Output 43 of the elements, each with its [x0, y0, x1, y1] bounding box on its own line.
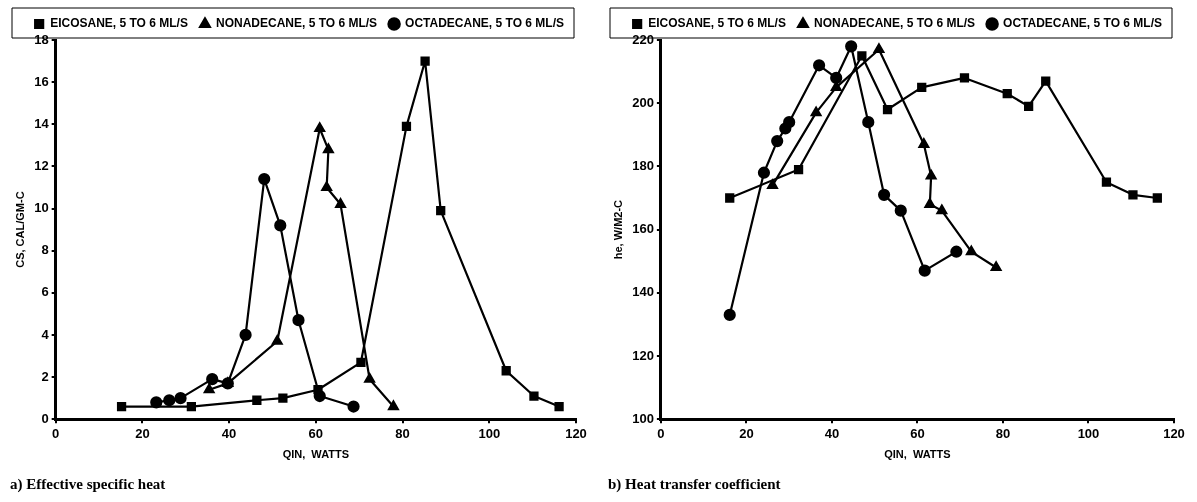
- legend-label: OCTADECANE, 5 TO 6 ML/S: [405, 16, 564, 31]
- y-axis-title: he, W/M2-C: [611, 199, 624, 260]
- y-tick-label: 18: [34, 31, 49, 47]
- x-tick-label: 0: [52, 425, 60, 441]
- y-tick-label: 140: [632, 284, 654, 300]
- y-axis-title: CS, CAL/GM-C: [13, 191, 26, 268]
- x-tick-label: 100: [1077, 425, 1100, 441]
- y-tick-label: 10: [34, 200, 49, 216]
- y-tick-label: 6: [41, 284, 49, 300]
- legend-label: NONADECANE, 5 TO 6 ML/S: [215, 16, 378, 31]
- x-tick-label: 120: [1163, 425, 1185, 441]
- x-axis-title: QIN, WATTS: [282, 448, 350, 461]
- x-axis-title: QIN, WATTS: [884, 448, 951, 461]
- x-tick-label: 40: [221, 425, 237, 441]
- y-tick-label: 220: [632, 31, 654, 47]
- y-tick-label: 14: [34, 115, 50, 131]
- x-tick-label: 20: [135, 425, 150, 441]
- x-tick-label: 100: [478, 425, 501, 441]
- y-tick-label: 100: [632, 410, 654, 426]
- y-tick-label: 12: [34, 157, 49, 173]
- y-tick-label: 8: [41, 242, 49, 258]
- y-tick-label: 180: [632, 157, 654, 173]
- x-tick-label: 120: [565, 425, 587, 441]
- y-tick-label: 160: [632, 221, 654, 237]
- x-tick-label: 0: [657, 425, 665, 441]
- y-tick-label: 120: [632, 347, 654, 363]
- text: a) Effective specific heat: [10, 475, 166, 493]
- x-tick-label: 80: [395, 425, 410, 441]
- x-tick-label: 20: [739, 425, 754, 441]
- y-tick-label: 2: [41, 368, 49, 384]
- x-tick-label: 40: [824, 425, 840, 441]
- legend-label: EICOSANE, 5 TO 6 ML/S: [50, 16, 188, 31]
- y-tick-label: 200: [632, 94, 654, 110]
- legend-label: NONADECANE, 5 TO 6 ML/S: [813, 16, 976, 31]
- y-tick-label: 16: [34, 73, 49, 89]
- text: b) Heat transfer coefficient: [608, 475, 781, 493]
- x-tick-label: 60: [910, 425, 925, 441]
- legend-label: OCTADECANE, 5 TO 6 ML/S: [1003, 16, 1162, 31]
- x-tick-label: 60: [308, 425, 324, 441]
- x-tick-label: 80: [995, 425, 1011, 441]
- y-tick-label: 0: [41, 410, 49, 426]
- y-tick-label: 4: [41, 326, 50, 342]
- legend-label: EICOSANE, 5 TO 6 ML/S: [648, 16, 786, 31]
